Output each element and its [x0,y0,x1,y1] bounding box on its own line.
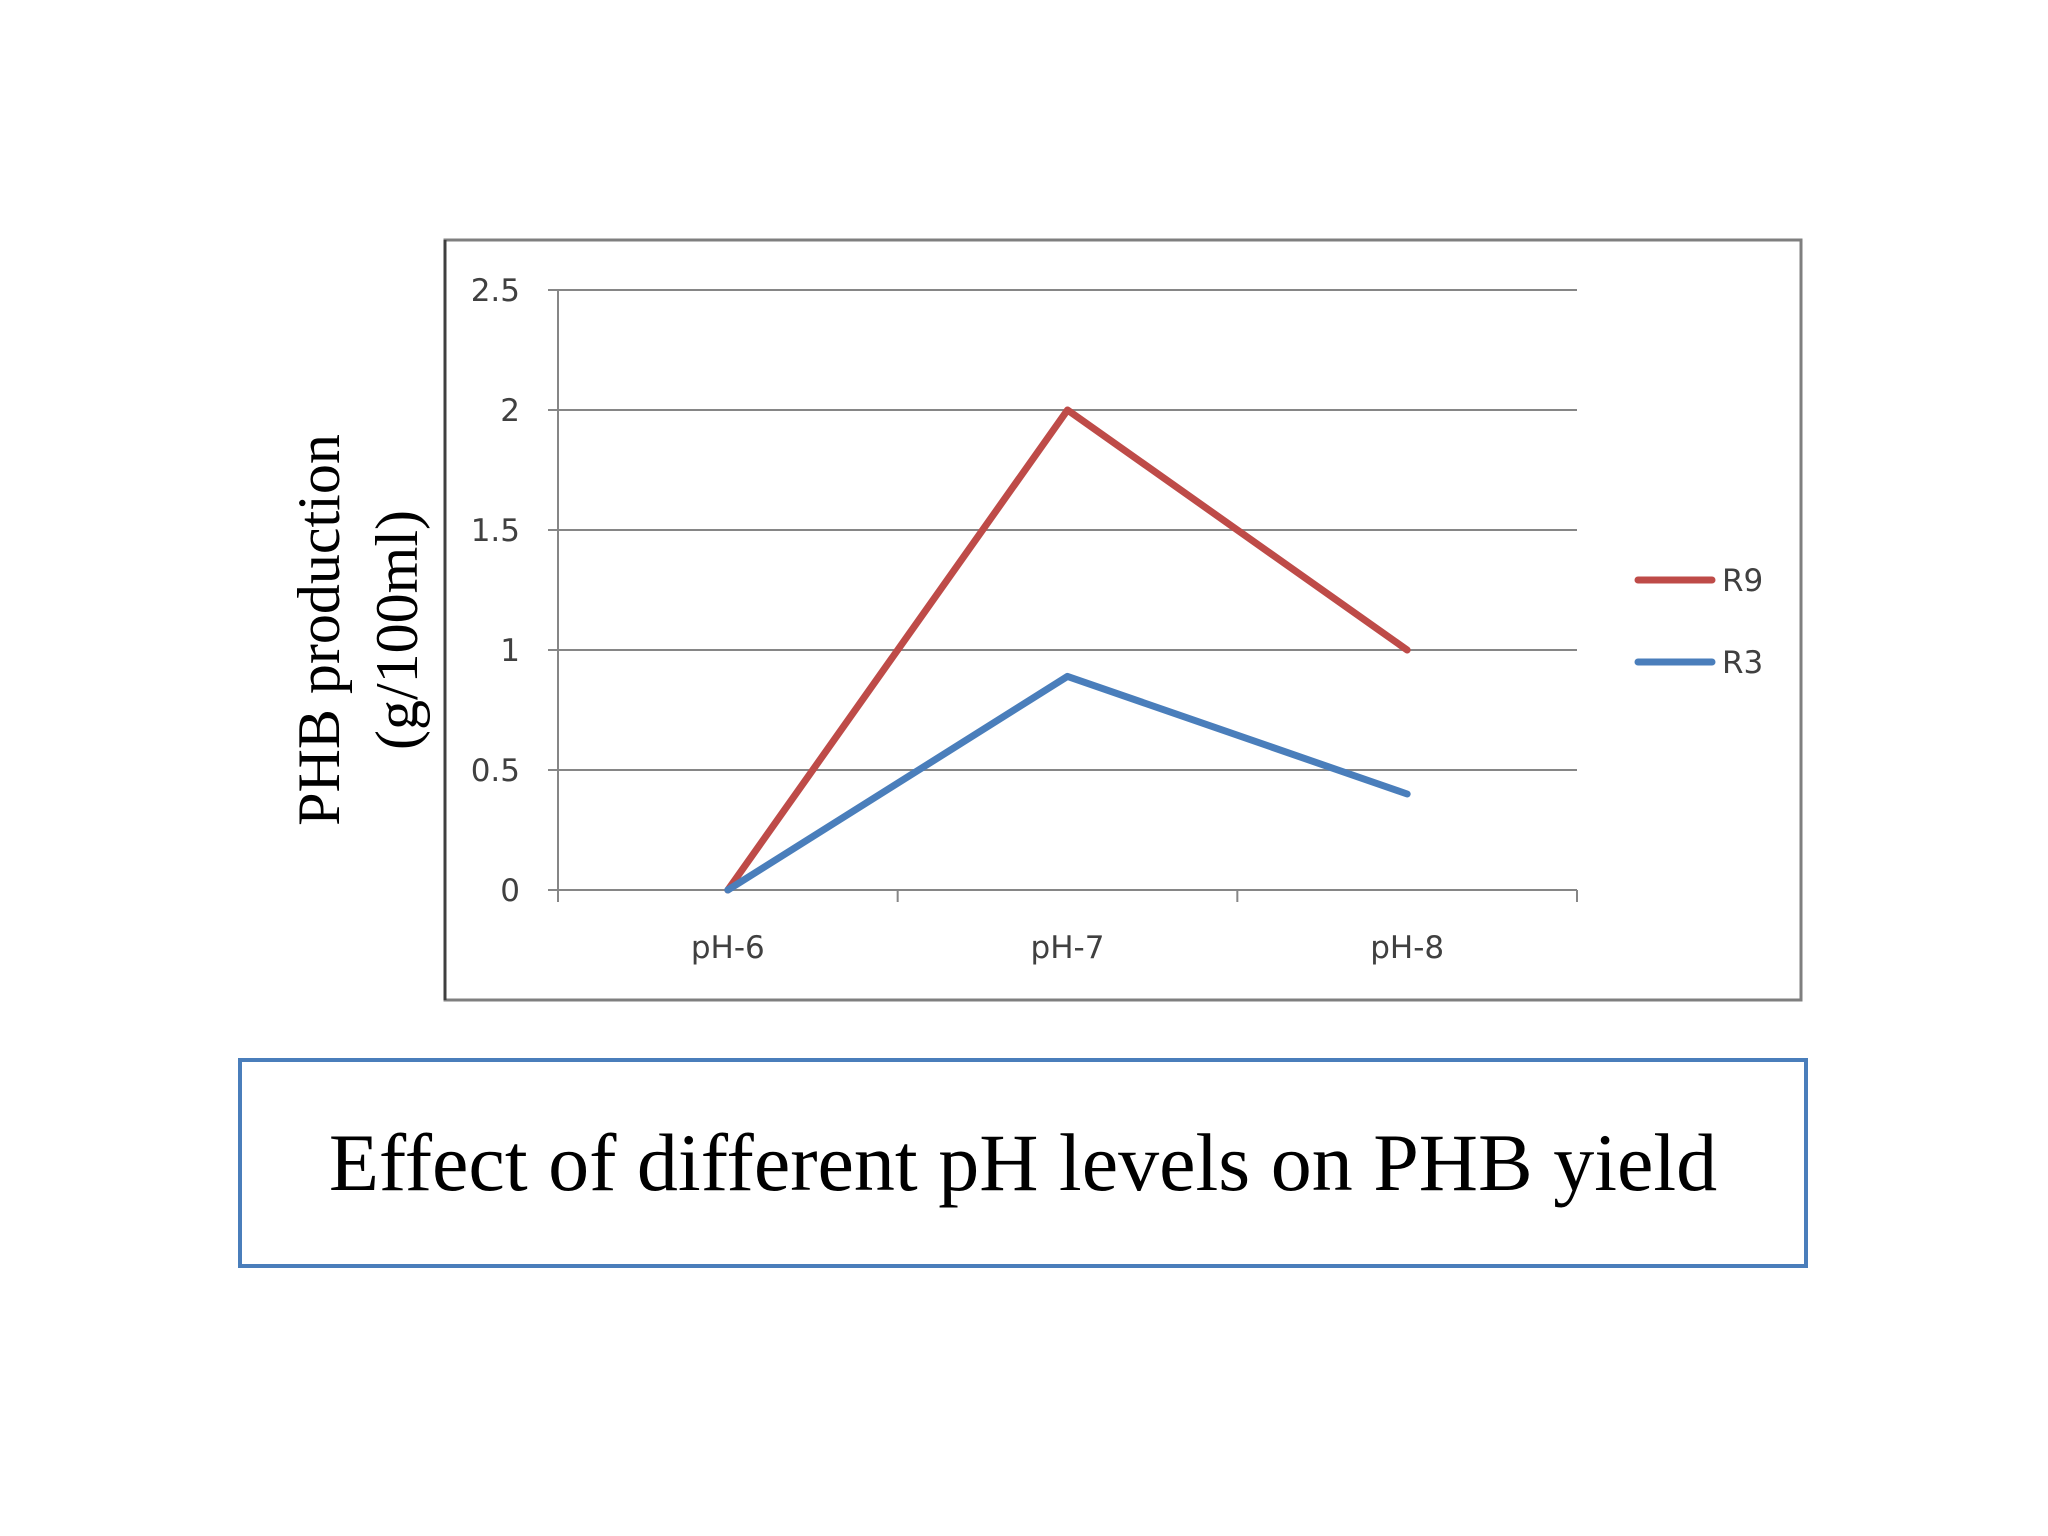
x-tick-label: pH-6 [691,930,765,966]
y-tick-label: 0 [500,873,520,909]
y-axis-title-line-1: PHB production [286,434,352,826]
x-tick-label: pH-8 [1370,930,1444,966]
x-tick-labels: pH-6 pH-7 pH-8 [691,930,1444,966]
x-tick-label: pH-7 [1031,930,1105,966]
y-tick-label: 0.5 [471,753,520,789]
series-line-r3 [724,672,1411,894]
y-tick-label: 1 [500,633,520,669]
y-tick-label: 2.5 [471,273,520,309]
caption-box: Effect of different pH levels on PHB yie… [238,1058,1808,1268]
y-tick-label: 1.5 [471,513,520,549]
legend: R9 R3 [1634,563,1763,681]
y-axis-title: PHB production (g/100ml) [280,370,440,890]
chart-frame [443,238,1803,1002]
series-line-r9 [724,406,1411,894]
legend-label-r3: R3 [1722,645,1763,681]
slide-caption: Effect of different pH levels on PHB yie… [328,1117,1718,1208]
y-tick-label: 2 [500,393,520,429]
y-axis-title-line-2: (g/100ml) [364,510,430,750]
data-series [724,406,1411,894]
y-tick-labels: 0 0.5 1 1.5 2 2.5 [471,273,520,909]
legend-label-r9: R9 [1722,563,1763,599]
